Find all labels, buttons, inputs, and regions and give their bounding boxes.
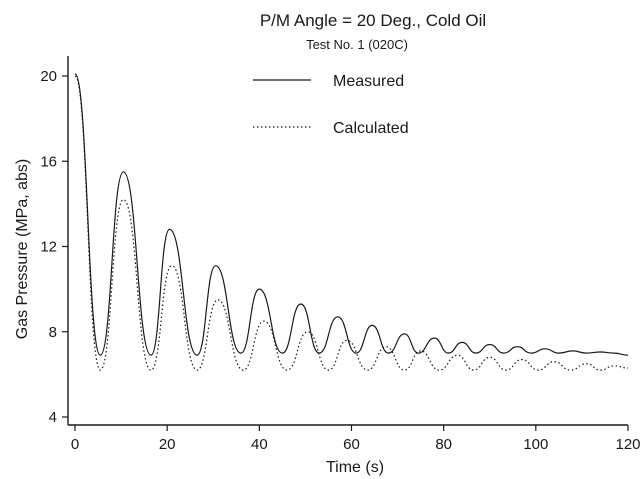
x-tick-label: 20 [159, 436, 176, 453]
series-measured-line [74, 73, 629, 356]
y-tick-label: 12 [40, 239, 57, 256]
series-lines [74, 73, 629, 371]
x-tick-label: 100 [523, 436, 548, 453]
y-axis-ticks: 4 8 12 16 20 [40, 68, 68, 426]
series-calculated-line [74, 75, 629, 371]
y-tick-label: 20 [40, 68, 57, 85]
chart-subtitle: Test No. 1 (020C) [306, 37, 408, 52]
chart-title: P/M Angle = 20 Deg., Cold Oil [260, 11, 486, 30]
y-tick-label: 4 [49, 409, 57, 426]
x-tick-label: 60 [343, 436, 360, 453]
x-tick-label: 120 [615, 436, 640, 453]
legend-calculated-label: Calculated [333, 120, 409, 137]
x-axis-label: Time (s) [326, 459, 384, 476]
x-tick-label: 40 [251, 436, 268, 453]
x-tick-label: 0 [71, 436, 79, 453]
x-axis-ticks: 0 20 40 60 80 100 120 [71, 425, 641, 453]
legend: Measured Calculated [253, 73, 409, 137]
x-tick-label: 80 [435, 436, 452, 453]
y-tick-label: 8 [49, 324, 57, 341]
plot-area: 0 20 40 60 80 100 120 4 8 12 16 20 [40, 56, 641, 453]
y-tick-label: 16 [40, 153, 57, 170]
y-axis-label: Gas Pressure (MPa, abs) [14, 159, 31, 340]
legend-measured-label: Measured [333, 73, 404, 90]
